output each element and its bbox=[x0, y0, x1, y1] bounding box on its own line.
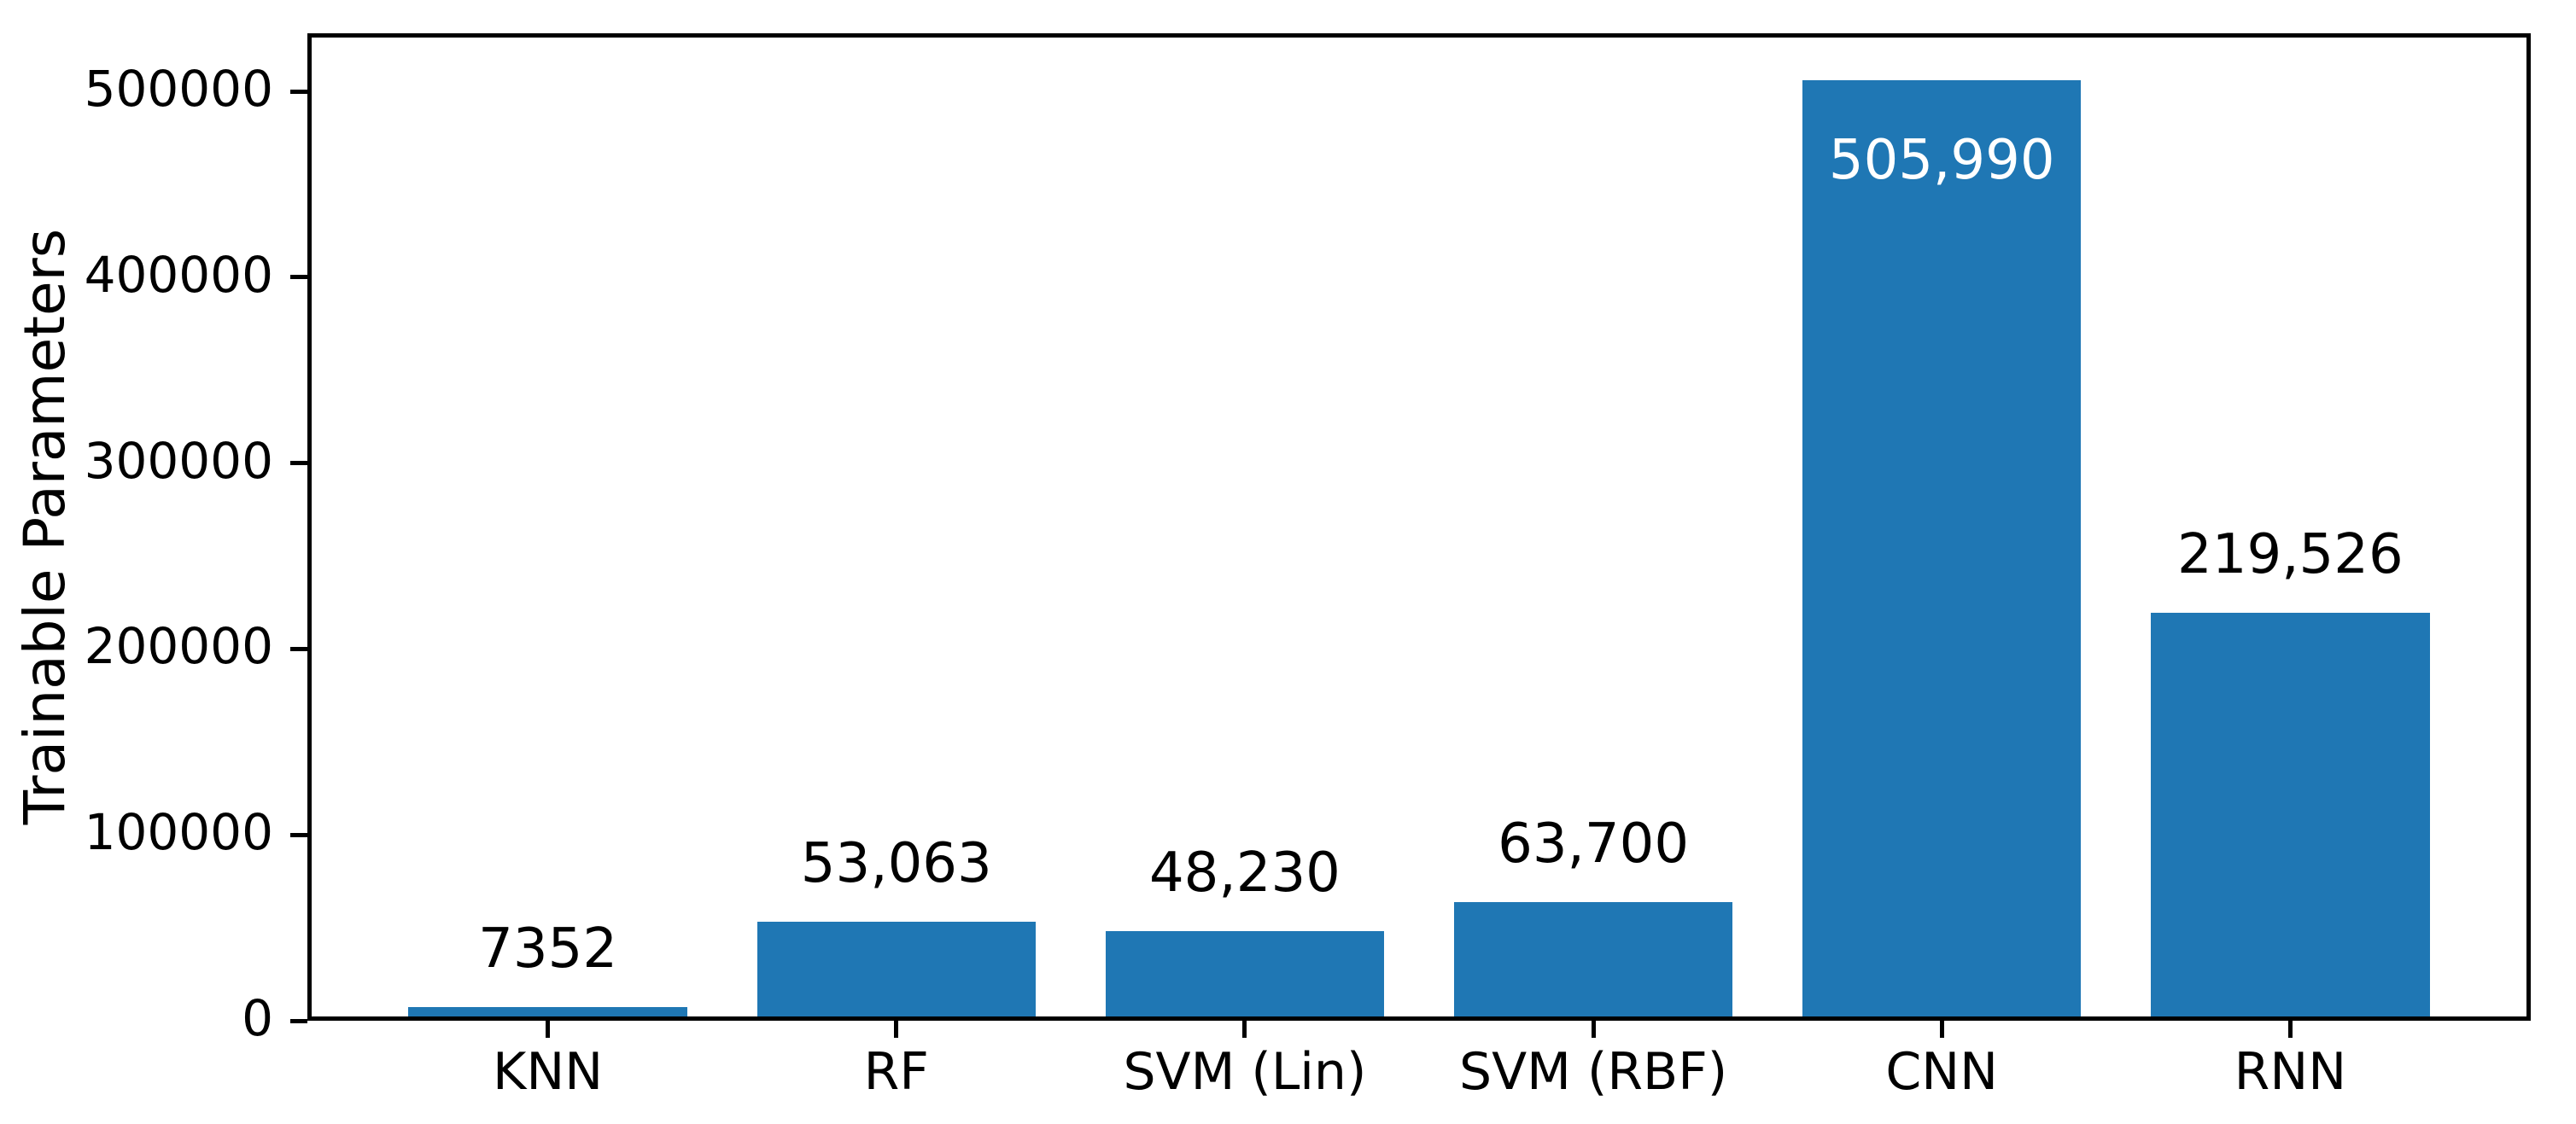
bar-value-label: 219,526 bbox=[2177, 522, 2404, 586]
bar bbox=[1453, 902, 1733, 1021]
y-tick-label: 100000 bbox=[84, 803, 273, 862]
bar bbox=[1802, 80, 2082, 1021]
y-tick-label: 200000 bbox=[84, 617, 273, 676]
bar bbox=[2151, 612, 2430, 1021]
y-tick bbox=[290, 89, 307, 94]
y-axis-label: Trainable Parameters bbox=[12, 228, 78, 825]
x-tick bbox=[2287, 1021, 2293, 1038]
x-tick-label: RF bbox=[863, 1042, 929, 1102]
bar-value-label-inside: 505,990 bbox=[1828, 129, 2055, 193]
x-tick-label: SVM (RBF) bbox=[1458, 1042, 1728, 1102]
x-tick bbox=[546, 1021, 551, 1038]
bar-value-label: 7352 bbox=[478, 917, 618, 981]
y-tick bbox=[290, 646, 307, 651]
y-tick bbox=[290, 832, 307, 837]
x-tick bbox=[1939, 1021, 1944, 1038]
bar bbox=[756, 922, 1037, 1021]
x-tick-label: SVM (Lin) bbox=[1123, 1042, 1367, 1102]
x-tick-label: KNN bbox=[493, 1042, 604, 1102]
y-tick bbox=[290, 275, 307, 280]
bar bbox=[1105, 930, 1385, 1021]
x-tick bbox=[1591, 1021, 1596, 1038]
y-tick bbox=[290, 1018, 307, 1023]
x-tick-label: RNN bbox=[2234, 1042, 2347, 1102]
y-tick-label: 0 bbox=[242, 989, 273, 1047]
bar bbox=[408, 1006, 687, 1021]
y-tick bbox=[290, 461, 307, 466]
y-tick-label: 400000 bbox=[84, 245, 273, 304]
x-tick-label: CNN bbox=[1885, 1042, 1999, 1102]
y-tick-label: 300000 bbox=[84, 431, 273, 490]
bar-value-label: 48,230 bbox=[1148, 841, 1341, 905]
bar-value-label: 53,063 bbox=[800, 832, 992, 896]
y-tick-label: 500000 bbox=[84, 60, 273, 119]
bar-value-label: 63,700 bbox=[1498, 812, 1690, 876]
x-tick bbox=[894, 1021, 899, 1038]
x-tick bbox=[1242, 1021, 1247, 1038]
